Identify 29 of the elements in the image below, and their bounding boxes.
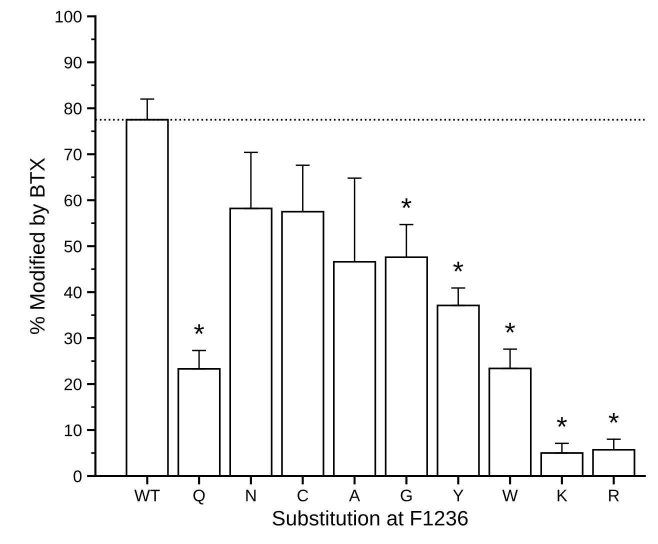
y-tick-label: 100: [56, 10, 82, 23]
y-tick-label: 10: [64, 424, 82, 436]
y-tick-label: 40: [64, 286, 82, 298]
annotation: *: [608, 412, 619, 423]
y-axis-title: % Modified by BTX: [29, 158, 49, 334]
annotation: *: [194, 324, 204, 334]
y-tick-label: 50: [64, 240, 82, 252]
x-tick-label: K: [558, 490, 568, 502]
x-tick-label: A: [349, 490, 360, 502]
annotation: *: [505, 322, 516, 333]
y-tick-label: 60: [64, 194, 82, 206]
y-tick-label: 20: [64, 378, 82, 390]
x-axis-title: Substitution at F1236: [272, 510, 468, 526]
x-tick-label: Q: [193, 490, 205, 504]
y-tick-label: 0: [74, 470, 82, 482]
y-tick-label: 90: [64, 56, 82, 68]
x-tick-label: G: [400, 490, 412, 502]
y-tick-label: 30: [64, 332, 82, 344]
annotation: *: [401, 198, 412, 208]
y-tick-label: 70: [64, 148, 82, 160]
x-tick-label: R: [609, 490, 619, 502]
y-tick-label: 80: [64, 102, 82, 114]
x-tick-label: WT: [134, 490, 160, 502]
x-tick-label: N: [246, 490, 256, 502]
annotation: *: [453, 262, 464, 272]
x-tick-label: W: [502, 490, 518, 502]
x-tick-label: Y: [453, 490, 464, 502]
annotation: *: [556, 417, 567, 427]
x-tick-label: C: [298, 490, 308, 502]
